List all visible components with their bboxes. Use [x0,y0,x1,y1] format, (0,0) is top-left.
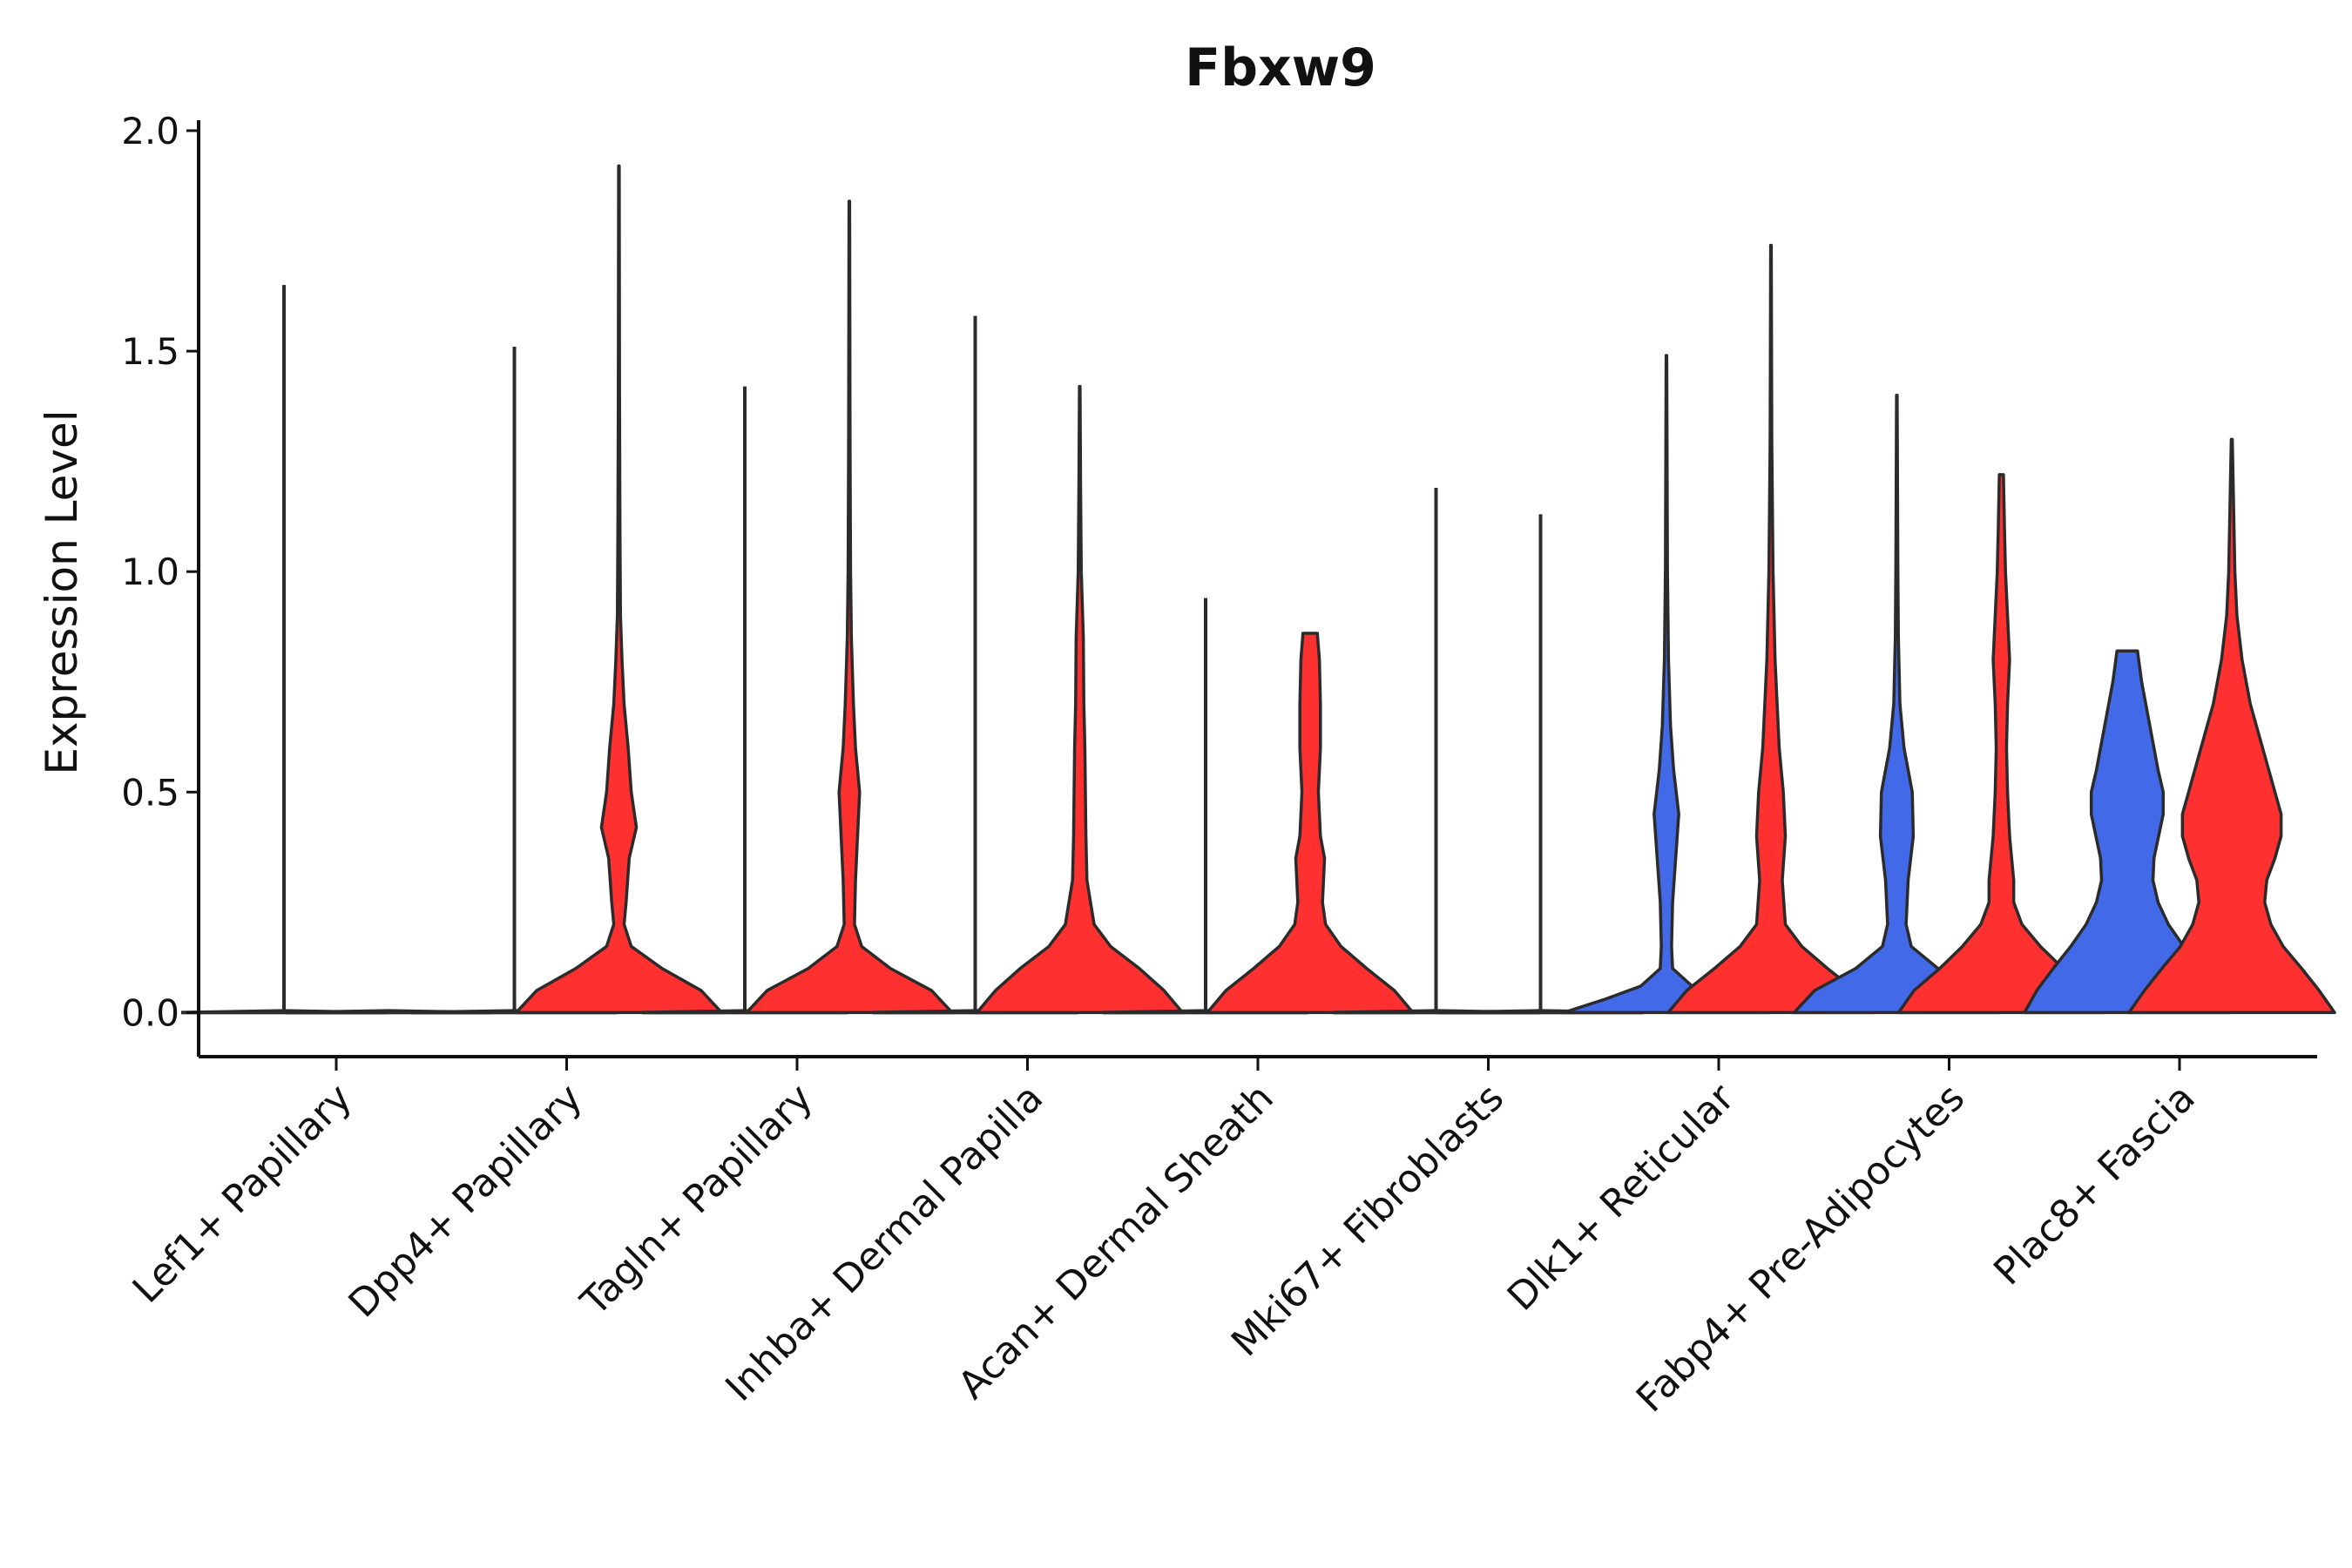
violin [1333,488,1539,1015]
violin [872,315,1078,1015]
x-tick-label: Dpp4+ Papillary [341,1076,591,1327]
violin [745,199,954,1015]
y-tick-label: 2.0 [121,110,179,152]
violin-body [2127,437,2336,1015]
violin [514,164,724,1015]
y-tick-label: 0.5 [121,771,179,814]
violin [975,384,1185,1015]
y-axis-ticks: 0.0 0.5 1.0 1.5 2.0 [121,110,199,1034]
violin [1896,473,2106,1015]
violin [1206,632,1415,1015]
violin [1666,243,1876,1015]
y-tick-label: 1.0 [121,551,179,593]
violin-body [2023,649,2232,1015]
violin-body [1206,632,1415,1015]
y-axis-label: Expression Level [37,409,87,774]
violin-body [1792,393,2002,1015]
x-tick-label: Plac8+ Fascia [1985,1076,2204,1294]
y-tick-label: 1.5 [121,330,179,373]
violin-body [1666,243,1876,1015]
violin-body [745,199,954,1015]
violin-layer [180,164,2336,1015]
violin [411,347,618,1015]
violin [180,285,388,1015]
chart-title: Fbxw9 [1185,37,1376,98]
violin [2023,649,2232,1015]
violin [641,386,848,1015]
violin [2127,437,2336,1015]
violin [1562,354,1771,1015]
violin-body [514,164,724,1015]
violin [1792,393,2002,1015]
violin [1437,514,1644,1015]
x-tick-label: Dlk1+ Reticular [1499,1075,1744,1320]
violin-body [975,384,1185,1015]
x-tick-label: Tagln+ Papillary [572,1076,821,1325]
y-tick-label: 0.0 [121,991,179,1034]
x-tick-label: Lef1+ Papillary [125,1076,361,1312]
violin-body [1896,473,2106,1015]
violin-body [1562,354,1771,1015]
